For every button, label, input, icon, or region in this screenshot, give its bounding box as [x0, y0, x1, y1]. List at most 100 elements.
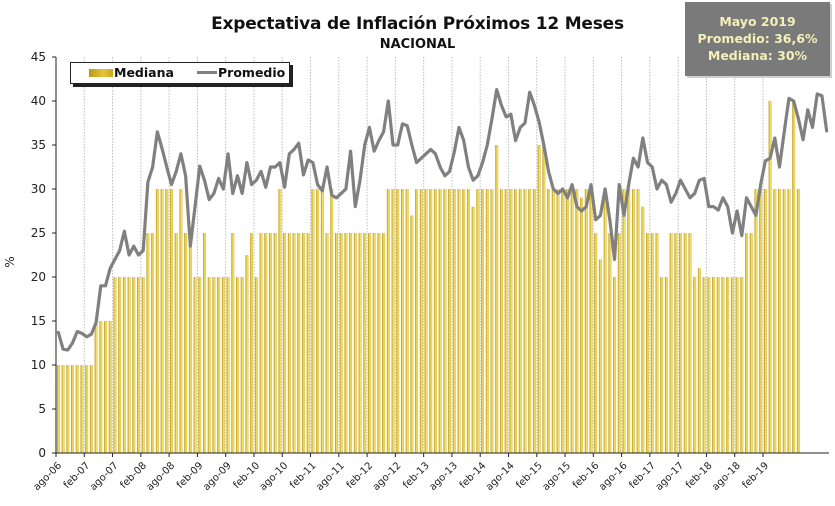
x-tick-label: feb-08 [118, 460, 149, 491]
y-tick-label: 30 [31, 182, 46, 196]
mediana-bar [631, 189, 635, 453]
mediana-bar [250, 233, 254, 453]
mediana-bar [452, 189, 456, 453]
mediana-bar [547, 189, 551, 453]
mediana-bar [132, 277, 136, 453]
mediana-bar [448, 189, 452, 453]
mediana-bar [170, 189, 173, 453]
mediana-bar [796, 189, 800, 453]
grid-lines [83, 57, 764, 453]
x-tick-label: ago-18 [710, 460, 743, 493]
mediana-bar [424, 189, 428, 453]
mediana-bar [730, 277, 734, 453]
mediana-bar [471, 206, 475, 453]
infobox-promedio: Promedio: 36,6% [697, 31, 818, 46]
x-tick-label: ago-14 [484, 460, 517, 493]
mediana-bar [198, 277, 202, 453]
mediana-bar [240, 277, 244, 453]
x-tick-label: ago-09 [201, 460, 234, 493]
mediana-bar [127, 277, 131, 453]
mediana-bar [655, 233, 659, 453]
mediana-bar [495, 145, 499, 453]
mediana-bar [745, 233, 748, 453]
mediana-bar [316, 189, 320, 453]
x-tick-label: ago-10 [258, 460, 291, 493]
mediana-bar [236, 277, 239, 453]
mediana-bar [405, 189, 409, 453]
y-axis-ticks: 0 5 10 15 20 25 30 35 40 45 [31, 50, 56, 460]
mediana-bar [61, 365, 65, 453]
mediana-bar [99, 321, 103, 453]
mediana-bar [754, 189, 758, 453]
mediana-bar [683, 233, 687, 453]
x-tick-label: ago-06 [32, 460, 65, 493]
mediana-bar [575, 189, 579, 453]
axes [55, 57, 829, 454]
mediana-bar [184, 233, 188, 453]
x-tick-label: feb-11 [288, 460, 319, 491]
mediana-bar [490, 189, 494, 453]
mediana-bar [160, 189, 164, 453]
mediana-bar [367, 233, 371, 453]
mediana-bar [75, 365, 79, 453]
mediana-bar [679, 233, 682, 453]
mediana-bar [429, 189, 433, 453]
x-tick-label: feb-14 [458, 460, 489, 491]
mediana-bar [773, 189, 777, 453]
mediana-bar [650, 233, 654, 453]
mediana-bar [330, 189, 334, 453]
mediana-bar [707, 277, 711, 453]
mediana-bar [269, 233, 272, 453]
mediana-bar [518, 189, 522, 453]
mediana-bar [297, 233, 301, 453]
mediana-bar [664, 277, 668, 453]
mediana-bar [353, 233, 357, 453]
mediana-bar [306, 233, 310, 453]
x-tick-label: feb-19 [740, 460, 771, 491]
mediana-bar [66, 365, 70, 453]
chart-title: Expectativa de Inflación Próximos 12 Mes… [211, 14, 624, 34]
mediana-bar [787, 189, 791, 453]
x-tick-label: feb-13 [401, 460, 432, 491]
mediana-bar [457, 189, 461, 453]
mediana-bar [509, 189, 513, 453]
mediana-bar [391, 189, 395, 453]
mediana-bar [104, 321, 107, 453]
x-tick-label: ago-16 [597, 460, 630, 493]
y-tick-label: 5 [38, 402, 46, 416]
y-tick-label: 25 [31, 226, 46, 240]
y-tick-label: 40 [31, 94, 46, 108]
mediana-bar [94, 321, 98, 453]
mediana-bar [641, 206, 645, 453]
mediana-bar [363, 233, 367, 453]
mediana-bar [551, 189, 555, 453]
mediana-bar [382, 233, 386, 453]
infobox-mediana: Mediana: 30% [707, 48, 808, 63]
mediana-bar [122, 277, 126, 453]
mediana-bar [542, 145, 546, 453]
mediana-bar [443, 189, 447, 453]
legend-label-promedio: Promedio [218, 65, 286, 80]
mediana-bar [674, 233, 678, 453]
mediana-bar [287, 233, 291, 453]
mediana-bar [499, 189, 503, 453]
mediana-bar [792, 101, 796, 453]
mediana-bar [137, 277, 140, 453]
mediana-bar [193, 277, 197, 453]
mediana-bar [778, 189, 781, 453]
mediana-bar [561, 189, 565, 453]
mediana-bar [466, 189, 470, 453]
mediana-bar [89, 365, 93, 453]
mediana-bar [165, 189, 169, 453]
mediana-bar [589, 189, 593, 453]
x-tick-label: feb-17 [627, 460, 658, 491]
legend: Mediana Promedio [70, 62, 290, 84]
mediana-bar [334, 233, 338, 453]
mediana-bar [735, 277, 739, 453]
mediana-bar [203, 233, 206, 453]
x-tick-label: feb-16 [571, 460, 602, 491]
mediana-bar [386, 189, 390, 453]
x-tick-label: feb-15 [514, 460, 545, 491]
y-axis-label: % [3, 256, 17, 267]
